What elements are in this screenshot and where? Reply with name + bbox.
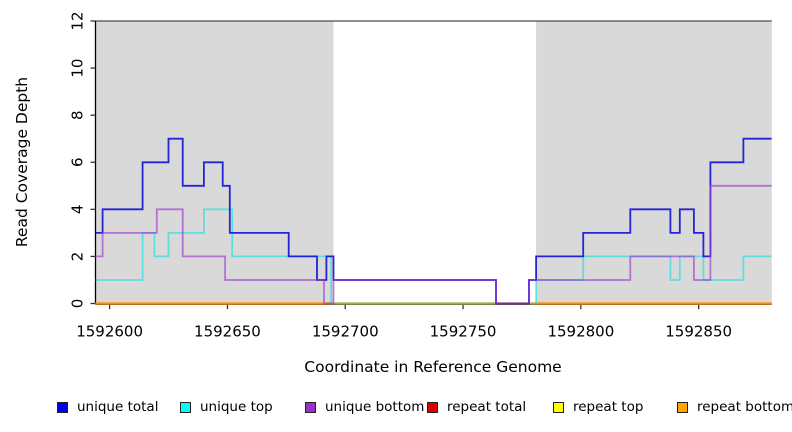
x-tick-label: 1592700 — [312, 323, 379, 341]
legend-label: unique bottom — [325, 399, 425, 415]
legend-label: unique top — [200, 399, 273, 415]
tick-labels: 1592600 1592650 1592700 1592750 1592800 15928… — [69, 11, 733, 340]
legend-label: repeat total — [447, 399, 527, 415]
legend: unique total unique top unique bottom repea… — [0, 399, 792, 423]
y-tick-label: 2 — [69, 252, 87, 262]
x-tick-label: 1592750 — [430, 323, 497, 341]
legend-item-repeat-total: repeat total — [427, 399, 526, 415]
legend-item-unique-total: unique total — [57, 399, 158, 415]
y-tick-label: 0 — [69, 299, 87, 309]
coverage-chart: 1592600 1592650 1592700 1592750 1592800 15928… — [13, 11, 772, 376]
x-axis-title: Coordinate in Reference Genome — [304, 358, 561, 376]
legend-swatch-icon — [57, 401, 68, 413]
series-unique-bottom — [95, 184, 772, 305]
legend-swatch-icon — [180, 401, 191, 413]
legend-swatch-icon — [305, 401, 316, 413]
legend-swatch-icon — [677, 401, 688, 413]
x-tick-label: 1592800 — [547, 323, 614, 341]
coverage-step-lines — [95, 137, 772, 305]
y-axis-title: Read Coverage Depth — [13, 77, 31, 247]
legend-label: repeat bottom — [697, 399, 792, 415]
legend-label: repeat top — [573, 399, 644, 415]
x-tick-label: 1592650 — [194, 323, 261, 341]
legend-item-unique-bottom: unique bottom — [305, 399, 424, 415]
legend-swatch-icon — [427, 401, 438, 413]
legend-item-repeat-bottom: repeat bottom — [677, 399, 792, 415]
legend-label: unique total — [77, 399, 159, 415]
legend-swatch-icon — [553, 401, 564, 413]
x-tick-label: 1592600 — [76, 323, 143, 341]
y-tick-label: 8 — [69, 110, 87, 120]
x-tick-label: 1592850 — [665, 323, 732, 341]
y-tick-label: 12 — [69, 11, 87, 30]
y-tick-label: 4 — [69, 205, 87, 215]
legend-item-unique-top: unique top — [180, 399, 273, 415]
series-unique-top — [95, 208, 772, 305]
y-tick-label: 10 — [69, 59, 87, 78]
y-tick-label: 6 — [69, 157, 87, 167]
legend-item-repeat-top: repeat top — [553, 399, 643, 415]
